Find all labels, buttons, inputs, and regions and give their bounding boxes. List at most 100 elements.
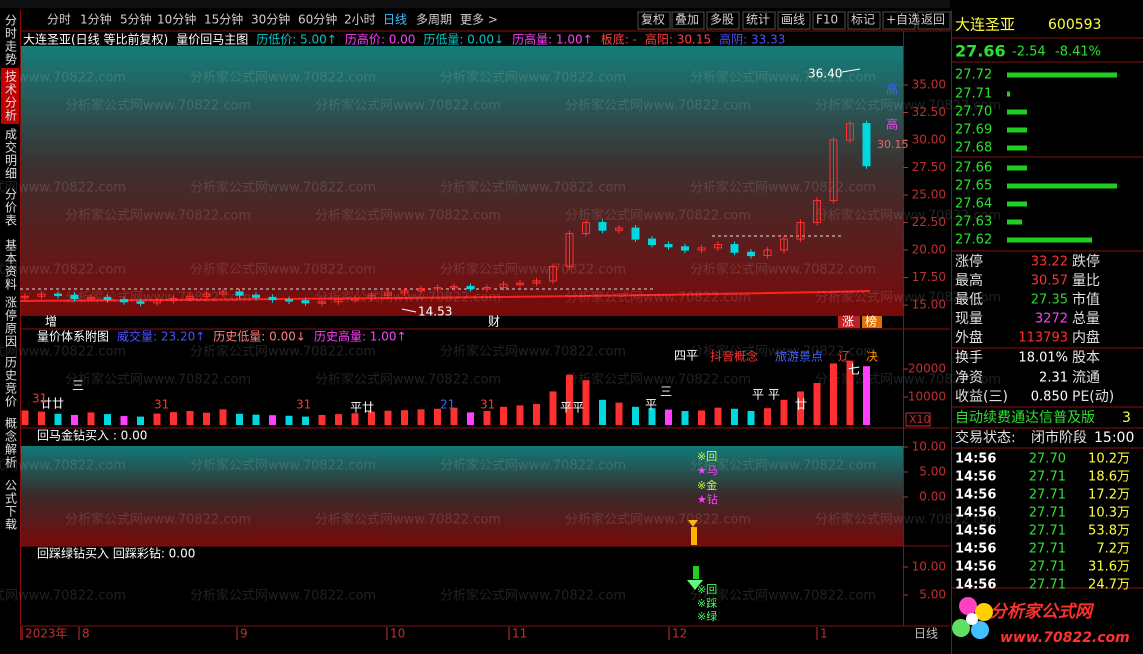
candle [202, 293, 211, 297]
candle [549, 266, 557, 282]
side-tab[interactable]: 历史竞价 [4, 356, 18, 408]
period-button[interactable]: 60分钟 [298, 12, 337, 27]
depth-bar [1007, 165, 1027, 171]
candle [648, 238, 656, 246]
volume-bar [137, 416, 144, 425]
stat-label: 外盘 [955, 329, 983, 346]
action-button[interactable]: +自选 [886, 13, 920, 27]
side-tab[interactable]: 涨停原因 [4, 295, 18, 348]
volume-bar [252, 414, 260, 425]
volume-bar [104, 414, 111, 425]
price-change: -2.54 [1012, 45, 1046, 60]
stat-label: 跌停 [1072, 253, 1100, 270]
watermark: 分析家公式网www.70822.com [565, 372, 751, 388]
action-button[interactable]: 复权 [641, 13, 665, 27]
depth-price: 27.71 [955, 87, 992, 102]
trade-volume: 24.7万 [1088, 578, 1130, 593]
signal-diamond [688, 520, 698, 527]
side-tab[interactable]: 技术分析 [4, 70, 18, 122]
volume-bar [632, 406, 639, 425]
volume-bar [71, 414, 78, 425]
depth-price: 27.62 [955, 233, 992, 248]
indicator-param: 历低价: 5.00↑ [256, 33, 337, 47]
volume-tag: 平平 [560, 401, 584, 415]
bottom-tag: 增 [45, 315, 57, 329]
action-button[interactable]: 标记 [851, 13, 875, 27]
volume-bar [846, 360, 854, 425]
side-tab[interactable]: 公式下载 [4, 479, 18, 531]
trade-price: 27.71 [1029, 506, 1066, 521]
period-button[interactable]: 10分钟 [157, 12, 196, 27]
action-button[interactable]: 返回 [921, 13, 945, 27]
y-tick-label: 20000 [908, 362, 946, 376]
watermark: 分析家公式网www.70822.com [690, 458, 876, 474]
volume-bar [368, 411, 375, 425]
candle [829, 139, 838, 202]
watermark: 分析家公式网www.70822.com [565, 512, 751, 528]
action-button[interactable]: 画线 [781, 13, 805, 27]
stat-label: 净资 [955, 370, 983, 386]
candle [862, 122, 871, 167]
signal-label: ※踩 [697, 597, 717, 610]
watermark: 分析家公式网www.70822.com [190, 588, 376, 604]
trade-volume: 17.2万 [1088, 488, 1130, 503]
depth-price: 27.65 [955, 179, 992, 194]
side-tab[interactable]: 分时走势 [4, 14, 18, 66]
y-tick-label: 32.50 [912, 105, 946, 119]
period-button[interactable]: 15分钟 [204, 12, 243, 27]
watermark: 分析家公式网www.70822.com [0, 458, 126, 474]
period-button[interactable]: 分时 [47, 13, 71, 27]
candle [747, 251, 755, 257]
candle [120, 299, 128, 303]
depth-price: 27.63 [955, 215, 992, 230]
stat-value: 33.22 [1031, 255, 1068, 270]
action-button[interactable]: 统计 [746, 13, 770, 27]
period-button[interactable]: 2小时 [344, 13, 376, 27]
side-tab[interactable]: 概念解析 [4, 417, 18, 469]
side-tab[interactable]: 成交明细 [4, 128, 18, 180]
stat-label: 现量 [955, 311, 983, 327]
side-tab[interactable]: 基本资料 [4, 239, 18, 291]
status-label: 交易状态: [955, 429, 1016, 446]
volume-bar [335, 414, 342, 425]
watermark: 分析家公式网www.70822.com [65, 512, 251, 528]
action-button[interactable]: 叠加 [675, 13, 699, 27]
trade-volume: 31.6万 [1088, 560, 1130, 575]
period-button[interactable]: 5分钟 [120, 12, 152, 27]
trade-volume: 7.2万 [1096, 542, 1130, 557]
tag-bg [838, 316, 860, 328]
candle [846, 122, 854, 141]
y-tick-label: 10.00 [912, 440, 946, 454]
side-tab[interactable]: 分价表 [4, 188, 18, 227]
panel-title: 大连圣亚(日线 等比前复权) [23, 32, 168, 47]
volume-bar [813, 383, 821, 425]
candle [37, 293, 46, 297]
volume-bar [302, 416, 309, 425]
period-button[interactable]: 日线 [383, 13, 407, 27]
stat-value: 27.35 [1031, 293, 1068, 308]
volume-bar [351, 413, 359, 425]
annotation: 14.53 [418, 305, 452, 319]
volume-bar [533, 404, 540, 425]
watermark: 分析家公式网www.70822.com [815, 98, 1001, 114]
watermark: 分析家公式网www.70822.com [65, 372, 251, 388]
arrow [841, 68, 861, 73]
watermark: 分析家公式网www.70822.com [815, 290, 1001, 306]
watermark: 分析家公式网www.70822.com [0, 262, 126, 278]
depth-bar [1007, 237, 1092, 243]
volume-bar [38, 411, 45, 425]
volume-tag: 平廿 [350, 401, 374, 415]
y-tick-label: 20.00 [912, 243, 946, 257]
volume-bar [780, 399, 788, 425]
stat-value: 2.31 [1039, 371, 1068, 386]
period-button[interactable]: 更多 > [460, 13, 498, 27]
period-button[interactable]: 多周期 [416, 13, 452, 27]
candle [582, 222, 590, 235]
trade-time: 14:56 [955, 470, 996, 485]
period-button[interactable]: 30分钟 [251, 12, 290, 27]
action-button[interactable]: F10 [816, 13, 838, 27]
watermark: 分析家公式网www.70822.com [65, 208, 251, 224]
action-button[interactable]: 多股 [710, 13, 734, 27]
last-price: 27.66 [955, 42, 1006, 61]
period-button[interactable]: 1分钟 [80, 12, 112, 27]
